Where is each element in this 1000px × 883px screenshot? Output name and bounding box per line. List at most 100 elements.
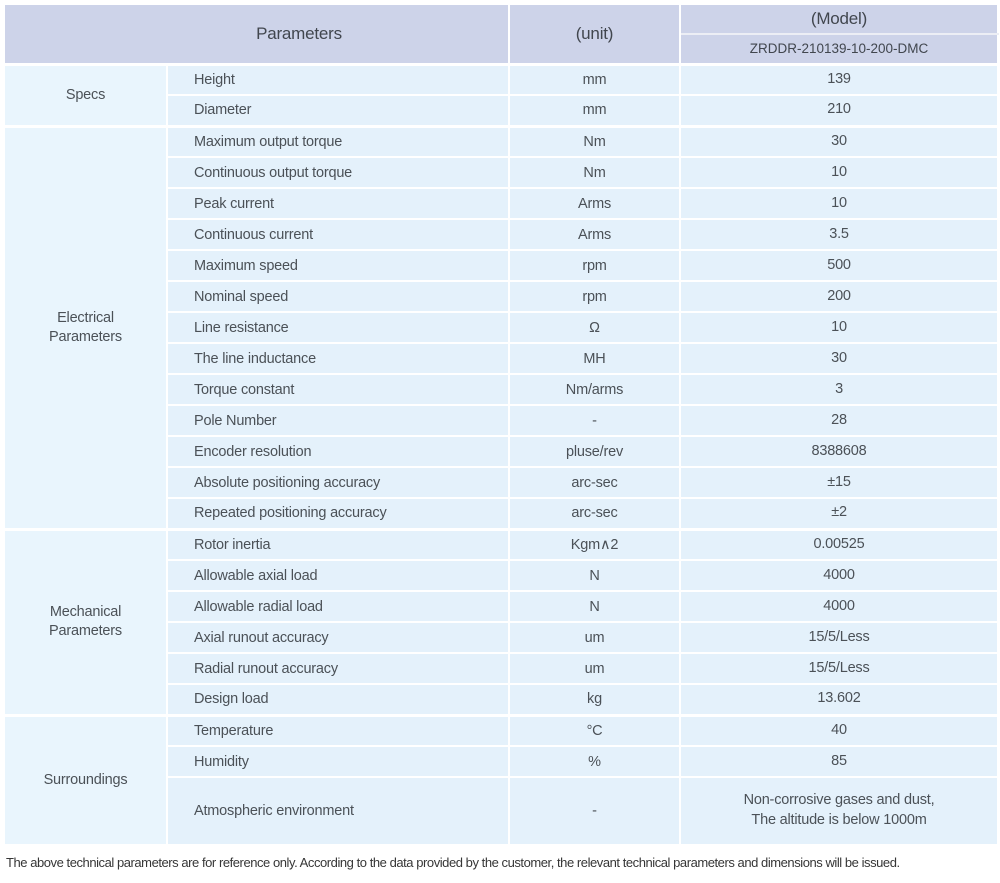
header-unit: (unit) [508, 3, 681, 65]
parameter-name-cell: Axial runout accuracy [166, 621, 510, 654]
value-cell: 139 [679, 62, 999, 96]
table-row: Pole Number -28 [4, 404, 999, 437]
unit-cell: Arms [508, 187, 681, 220]
unit-cell: N [508, 559, 681, 592]
unit-cell: Ω [508, 311, 681, 344]
table-row: Continuous current Arms 3.5 [4, 218, 999, 251]
parameter-name-cell: Peak current [166, 187, 510, 220]
unit-cell: um [508, 621, 681, 654]
parameters-table: Parameters (unit) (Model) ZRDDR-210139-1… [3, 3, 999, 846]
parameter-name-cell: Pole Number [166, 404, 510, 437]
parameter-name-cell: Maximum output torque [166, 124, 510, 158]
unit-cell: % [508, 745, 681, 778]
value-cell: 13.602 [679, 683, 999, 716]
table-row: Atmospheric environment - Non-corrosive ga… [4, 776, 999, 846]
table-row: Allowable radial load N 4000 [4, 590, 999, 623]
value-cell: 85 [679, 745, 999, 778]
unit-cell: Nm [508, 156, 681, 189]
header-row-top: Parameters (unit) (Model) [3, 3, 999, 65]
parameter-name-cell: Continuous current [166, 218, 510, 251]
table-row: Continuous output torque Nm 10 [4, 156, 999, 189]
section-label: Mechanical Parameters [3, 527, 168, 716]
value-cell: 10 [679, 156, 999, 189]
table-row: Peak current Arms 10 [4, 187, 999, 220]
table-row: Design load kg 13.602 [4, 683, 999, 716]
parameter-name-cell: Torque constant [166, 373, 510, 406]
table-row: Radial runout accuracy um 15/5/Less [4, 652, 999, 685]
value-cell: 3.5 [679, 218, 999, 251]
parameter-name-cell: Humidity [166, 745, 510, 778]
parameter-name-cell: Maximum speed [166, 249, 510, 282]
table-row: Diameter mm 210 [4, 94, 999, 127]
value-cell: 15/5/Less [679, 652, 999, 685]
value-cell: 40 [679, 713, 999, 747]
table-row: Torque constant Nm/arms 3 [4, 373, 999, 406]
table-row: Specs Height mm 139 [3, 62, 999, 127]
value-cell: Non-corrosive gases and dust, The altitu… [679, 776, 999, 846]
table-row: Absolute positioning accuracy arc-sec ±15 [4, 466, 999, 499]
section-label: Specs [3, 62, 168, 127]
table-row: Humidity% 85 [4, 745, 999, 778]
unit-cell: um [508, 652, 681, 685]
unit-cell: MH [508, 342, 681, 375]
parameter-name-cell: Nominal speed [166, 280, 510, 313]
section-label: Electrical Parameters [3, 124, 168, 530]
value-cell: 30 [679, 342, 999, 375]
table-row: Encoder resolution pluse/rev 8388608 [4, 435, 999, 468]
value-cell: 30 [679, 124, 999, 158]
unit-cell: Nm [508, 124, 681, 158]
unit-cell: Kgm∧2 [508, 527, 681, 561]
parameter-name-cell: Repeated positioning accuracy [166, 497, 510, 530]
parameter-name-cell: Radial runout accuracy [166, 652, 510, 685]
parameter-name-cell: Atmospheric environment [166, 776, 510, 846]
parameter-name-cell: Continuous output torque [166, 156, 510, 189]
table-row: Nominal speed rpm 200 [4, 280, 999, 313]
unit-cell: - [508, 776, 681, 846]
table-row: Axial runout accuracy um 15/5/Less [4, 621, 999, 654]
value-cell: 8388608 [679, 435, 999, 468]
unit-cell: pluse/rev [508, 435, 681, 468]
table-row: Allowable axial load N 4000 [4, 559, 999, 592]
unit-cell: rpm [508, 249, 681, 282]
value-cell: 15/5/Less [679, 621, 999, 654]
parameter-name-cell: Allowable radial load [166, 590, 510, 623]
unit-cell: rpm [508, 280, 681, 313]
value-cell: 500 [679, 249, 999, 282]
unit-cell: mm [508, 62, 681, 96]
value-cell: ±2 [679, 497, 999, 530]
value-cell: 4000 [679, 590, 999, 623]
value-cell: 28 [679, 404, 999, 437]
unit-cell: Arms [508, 218, 681, 251]
value-cell: 200 [679, 280, 999, 313]
unit-cell: mm [508, 94, 681, 127]
header-model-number: ZRDDR-210139-10-200-DMC [679, 33, 999, 65]
footer-note: The above technical parameters are for r… [6, 855, 900, 870]
parameter-name-cell: Diameter [166, 94, 510, 127]
header-row-model: ZRDDR-210139-10-200-DMC [4, 33, 999, 65]
table-body: Specs Height mm 139 Diameter mm 210 Electrical … [3, 62, 999, 846]
table-row: Mechanical Parameters Rotor inertia Kgm∧2 0… [3, 527, 999, 716]
table-row: Electrical Parameters Maximum output torq… [3, 124, 999, 530]
parameter-name-cell: Temperature [166, 713, 510, 747]
unit-cell: °C [508, 713, 681, 747]
unit-cell: N [508, 590, 681, 623]
value-cell: ±15 [679, 466, 999, 499]
parameter-name-cell: The line inductance [166, 342, 510, 375]
parameter-name-cell: Allowable axial load [166, 559, 510, 592]
parameter-name-cell: Height [166, 62, 510, 96]
value-cell: 10 [679, 187, 999, 220]
table-row: The line inductance MH 30 [4, 342, 999, 375]
value-cell: 4000 [679, 559, 999, 592]
table-row: Maximum speed rpm 500 [4, 249, 999, 282]
table-row: Line resistance Ω 10 [4, 311, 999, 344]
table-row: Surroundings Temperature °C 40 [3, 713, 999, 846]
value-cell: 0.00525 [679, 527, 999, 561]
header-model: (Model) [679, 3, 999, 35]
value-cell: 210 [679, 94, 999, 127]
parameter-name-cell: Design load [166, 683, 510, 716]
unit-cell: Nm/arms [508, 373, 681, 406]
value-cell: 3 [679, 373, 999, 406]
unit-cell: kg [508, 683, 681, 716]
parameter-name-cell: Absolute positioning accuracy [166, 466, 510, 499]
